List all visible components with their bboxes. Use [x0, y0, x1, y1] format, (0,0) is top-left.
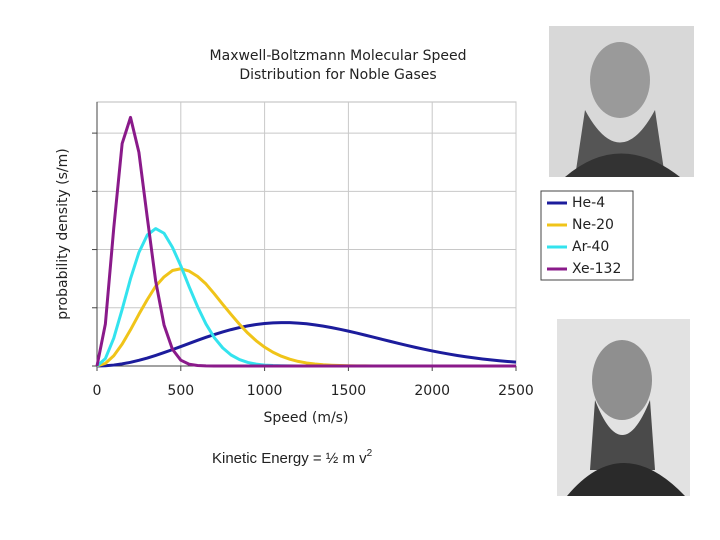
y-axis-label: probability density (s/m) [55, 148, 71, 320]
x-tick-label: 2500 [498, 383, 534, 399]
annotation: Kinetic Energy = ½ m v2 [212, 448, 373, 467]
annotation-superscript: 2 [367, 448, 373, 459]
x-axis-label: Speed (m/s) [264, 410, 349, 426]
legend-label: He-4 [572, 195, 605, 211]
legend-label: Ne-20 [572, 217, 614, 233]
legend-label: Xe-132 [572, 261, 621, 277]
plot-area [96, 101, 517, 367]
x-tick-label: 500 [167, 383, 194, 399]
series-line [96, 321, 517, 368]
portrait-photo [549, 26, 694, 177]
x-tick-label: 1500 [331, 383, 367, 399]
title-line: Distribution for Noble Gases [239, 67, 436, 83]
portrait-photo [557, 319, 690, 496]
x-tick-label: 0 [93, 383, 102, 399]
legend-box [540, 190, 634, 281]
annotation-text: Kinetic Energy = ½ m v [212, 450, 367, 467]
title-line: Maxwell-Boltzmann Molecular Speed [210, 48, 467, 64]
x-tick-label: 2000 [414, 383, 450, 399]
legend-label: Ar-40 [572, 239, 609, 255]
x-tick-label: 1000 [247, 383, 283, 399]
series-line [95, 115, 516, 368]
